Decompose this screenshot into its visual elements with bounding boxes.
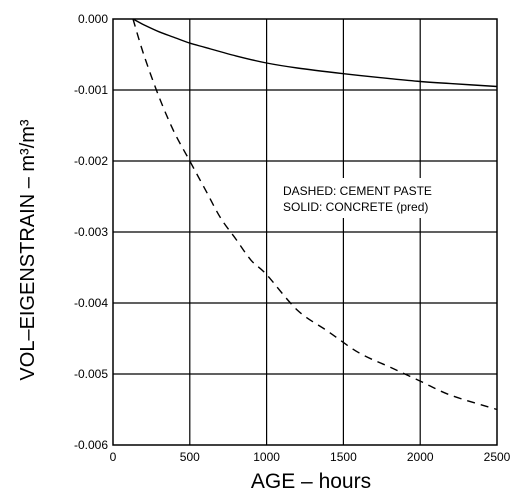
legend-background (279, 178, 489, 218)
x-axis-title: AGE – hours (251, 470, 371, 493)
y-tick-label: -0.003 (74, 225, 108, 239)
y-tick-label: -0.006 (74, 438, 108, 452)
legend-line: DASHED: CEMENT PASTE (283, 184, 432, 198)
legend-box: DASHED: CEMENT PASTE SOLID: CONCRETE (pre… (279, 178, 489, 218)
y-tick-label: -0.002 (74, 154, 108, 168)
x-tick-label: 1000 (253, 450, 280, 464)
x-tick-label: 500 (180, 450, 200, 464)
x-tick-label: 2500 (484, 450, 511, 464)
cement-paste-line (132, 18, 498, 411)
y-axis-title: VOL–EIGENSTRAIN – m³/m³ (17, 119, 39, 380)
x-tick-label: 1500 (330, 450, 357, 464)
x-tick-label: 0 (110, 450, 117, 464)
legend-line: SOLID: CONCRETE (pred) (283, 200, 428, 214)
series-lines (132, 18, 498, 411)
grid (113, 19, 497, 445)
tick-labels: 0 500 1000 1500 2000 2500 0.000 -0.001 -0.002 -0.… (74, 12, 511, 464)
plot-frame (112, 18, 498, 446)
x-tick-label: 2000 (407, 450, 434, 464)
y-tick-label: 0.000 (78, 12, 108, 26)
concrete-line (132, 18, 498, 88)
y-tick-label: -0.005 (74, 367, 108, 381)
y-tick-label: -0.004 (74, 296, 108, 310)
y-tick-label: -0.001 (74, 83, 108, 97)
